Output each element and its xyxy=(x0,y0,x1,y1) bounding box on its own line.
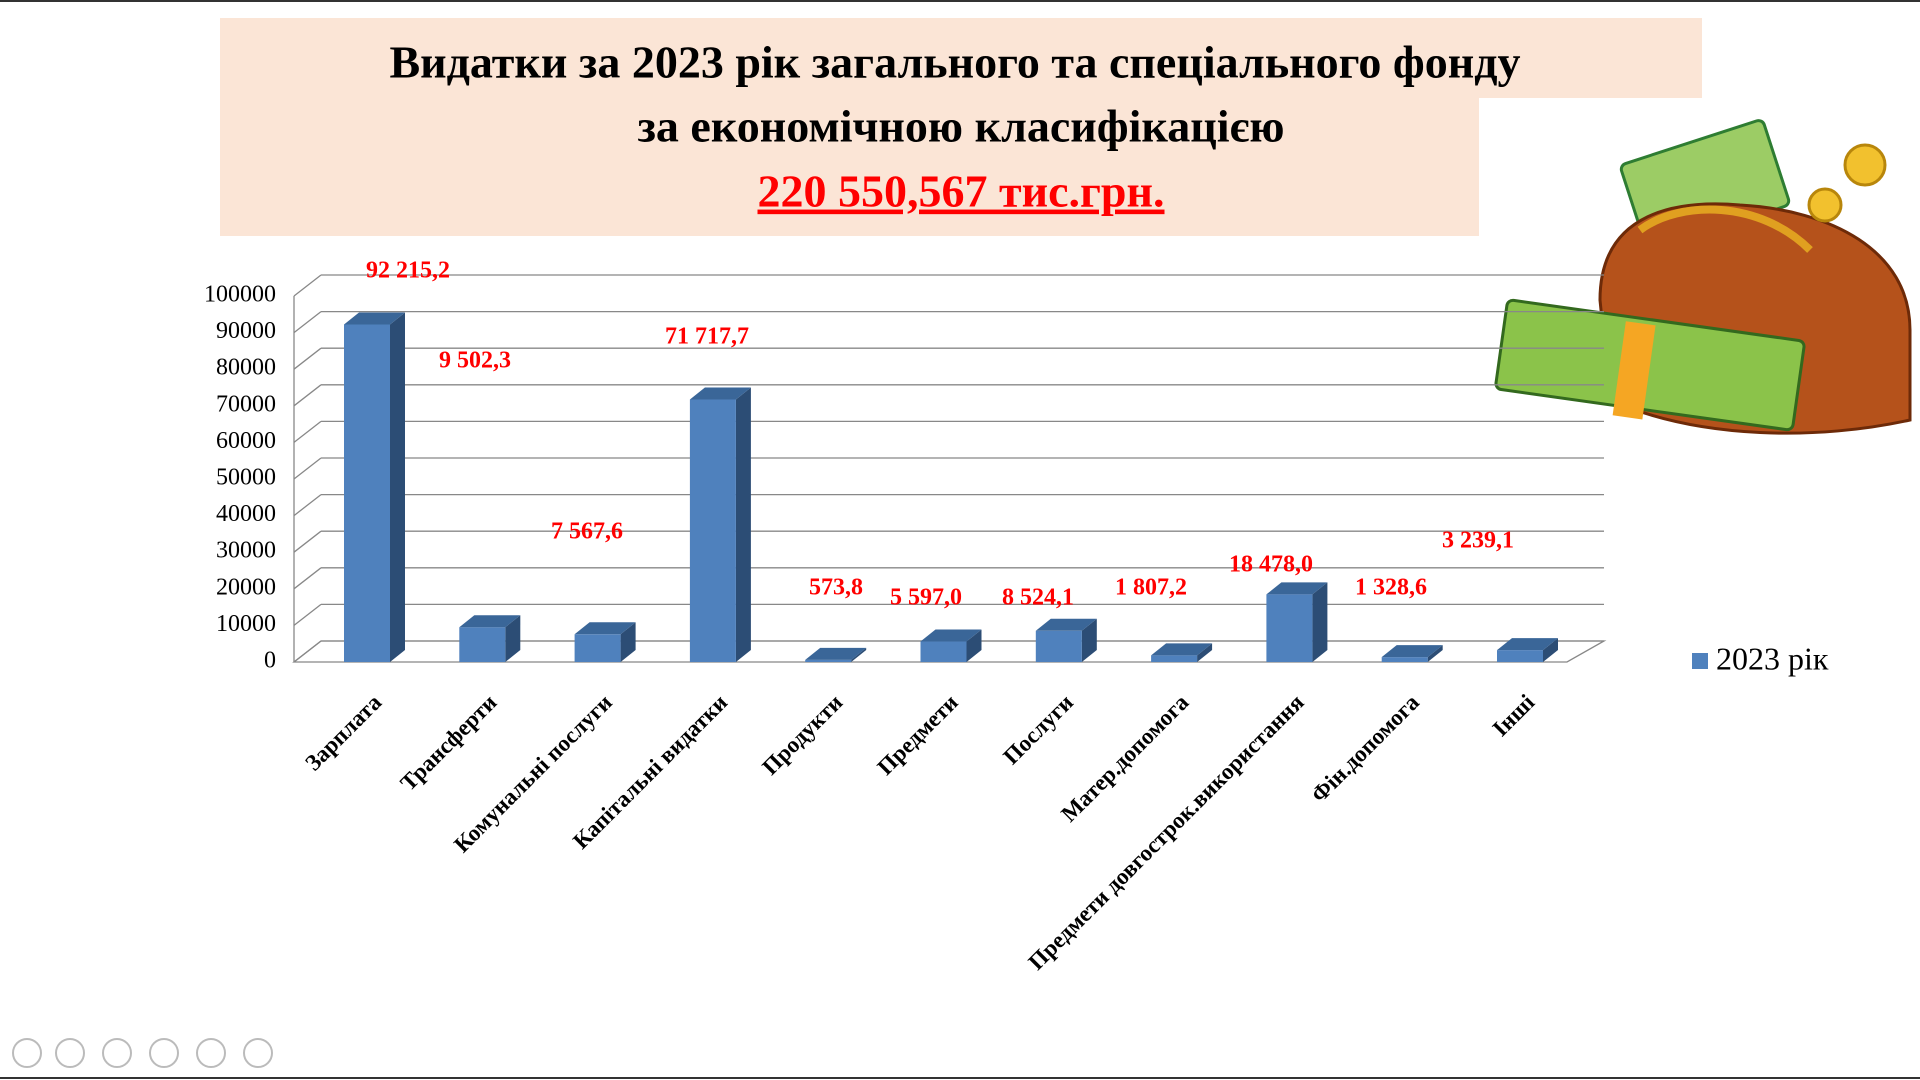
bar-side xyxy=(1427,645,1443,662)
x-tick-label: Інші xyxy=(1488,689,1540,741)
y-tick-label: 80000 xyxy=(216,355,276,381)
title-box xyxy=(220,18,1702,236)
bar-top xyxy=(1035,618,1097,631)
next-button[interactable] xyxy=(55,1038,85,1068)
bar-side xyxy=(1197,643,1213,662)
y-tick-label: 90000 xyxy=(216,318,276,344)
y-tick-label: 40000 xyxy=(216,501,276,527)
bar-side xyxy=(620,622,636,662)
bar-side xyxy=(1081,618,1097,662)
purse-clasp xyxy=(1637,205,1813,253)
value-label: 7 567,6 xyxy=(551,519,623,545)
more-button[interactable] xyxy=(243,1038,273,1068)
bar-side xyxy=(390,312,405,662)
bar-top xyxy=(1266,582,1328,595)
bar xyxy=(459,627,506,662)
bar-top xyxy=(805,647,867,660)
bar xyxy=(689,399,736,662)
grid-line xyxy=(293,384,322,407)
y-tick-label: 0 xyxy=(264,648,276,674)
value-label: 5 597,0 xyxy=(890,585,962,611)
value-label: 1 807,2 xyxy=(1115,575,1187,601)
prev-button[interactable] xyxy=(12,1038,42,1068)
bar-side xyxy=(1543,638,1558,662)
zoom-button[interactable] xyxy=(196,1038,226,1068)
y-tick-label: 100000 xyxy=(204,282,276,308)
grid-line xyxy=(293,457,322,480)
bar-top xyxy=(344,312,405,325)
bar-top xyxy=(459,615,521,628)
bar xyxy=(920,641,967,662)
bar xyxy=(344,324,390,662)
value-label: 1 328,6 xyxy=(1355,575,1427,601)
money-band xyxy=(1612,321,1656,420)
y-tick-label: 60000 xyxy=(216,428,276,454)
coin xyxy=(1843,143,1887,187)
y-tick-label: 50000 xyxy=(216,465,276,491)
value-label: 18 478,0 xyxy=(1229,552,1313,578)
grid-line xyxy=(293,494,322,517)
y-tick-label: 70000 xyxy=(216,391,276,417)
bar xyxy=(1035,630,1082,662)
grid-line xyxy=(293,420,322,443)
bar-side xyxy=(966,629,982,662)
grid-line xyxy=(293,311,322,334)
legend-swatch xyxy=(1692,653,1708,669)
x-tick-label: Трансферти xyxy=(395,690,501,796)
bar xyxy=(805,659,852,662)
grid-line xyxy=(293,347,322,370)
bar-side xyxy=(735,387,751,662)
toolbar xyxy=(12,1038,273,1068)
bar xyxy=(1266,594,1313,662)
x-tick-label: Послуги xyxy=(998,690,1078,770)
grid-line xyxy=(293,274,322,297)
grid-line xyxy=(293,640,322,663)
value-label: 9 502,3 xyxy=(439,348,511,374)
purse-illustration xyxy=(1494,119,1912,435)
bar-side xyxy=(505,615,521,662)
total-amount: 220 550,567 тис.грн. xyxy=(758,166,1165,217)
value-label: 3 239,1 xyxy=(1442,528,1514,554)
bar xyxy=(1497,650,1543,662)
value-label: 573,8 xyxy=(809,575,863,601)
x-tick-label: Предмети xyxy=(873,690,963,780)
bar xyxy=(574,634,621,662)
value-label: 8 524,1 xyxy=(1002,585,1074,611)
x-tick-label: Зарплата xyxy=(300,689,386,775)
x-tick-label: Фін.допомога xyxy=(1306,689,1424,807)
bar xyxy=(1381,657,1428,662)
bar-top xyxy=(1497,638,1558,651)
chart-subtitle: за економічною класифікацією xyxy=(637,101,1284,152)
bar-top xyxy=(1151,643,1213,656)
y-tick-label: 10000 xyxy=(216,611,276,637)
grid-line xyxy=(293,567,322,590)
y-tick-label: 30000 xyxy=(216,538,276,564)
bar-top xyxy=(689,387,751,400)
bar xyxy=(1151,655,1198,662)
coin xyxy=(1807,187,1843,223)
value-label: 92 215,2 xyxy=(366,258,450,284)
bar-top xyxy=(574,622,636,635)
grid-line xyxy=(293,530,322,553)
pen-button[interactable] xyxy=(102,1038,132,1068)
grid-line xyxy=(293,603,322,626)
bar-side xyxy=(1312,582,1328,662)
y-tick-label: 20000 xyxy=(216,574,276,600)
chart-title: Видатки за 2023 рік загального та спеціа… xyxy=(389,37,1520,88)
value-label: 71 717,7 xyxy=(665,324,749,350)
bar-side xyxy=(851,647,867,662)
legend-label: 2023 рік xyxy=(1716,640,1829,676)
bar-top xyxy=(1381,645,1443,658)
bar-top xyxy=(920,629,982,642)
slides-button[interactable] xyxy=(149,1038,179,1068)
x-tick-label: Продукти xyxy=(757,690,847,780)
